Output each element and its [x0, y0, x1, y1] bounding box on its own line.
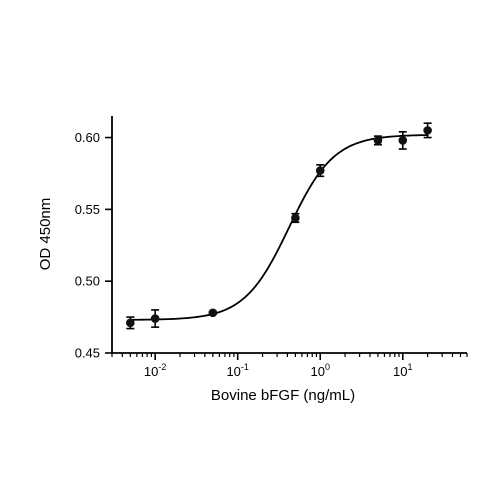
x-tick-label-base: 10	[226, 364, 240, 379]
data-point-group	[126, 316, 135, 330]
data-points	[126, 122, 432, 330]
x-tick-label-base: 10	[310, 364, 324, 379]
y-axis: 0.45 0.50 0.55 0.60	[75, 116, 113, 361]
data-point	[291, 213, 300, 223]
data-point-group	[291, 212, 300, 224]
y-tick-label: 0.45	[75, 346, 100, 361]
x-axis-title: Bovine bFGF (ng/mL)	[211, 387, 355, 404]
x-tick-label: 101	[393, 362, 412, 379]
x-tick-label-exponent: 0	[325, 362, 330, 372]
x-axis: 10-2 10-1 100 101	[112, 352, 467, 379]
data-point	[150, 314, 160, 323]
data-point-group	[208, 308, 218, 318]
y-tick-label: 0.60	[75, 130, 100, 145]
y-tick-label: 0.50	[75, 274, 100, 289]
data-point	[373, 136, 383, 145]
x-tick-label-exponent: -1	[241, 362, 249, 372]
data-point-group	[398, 131, 408, 150]
y-tick-label: 0.55	[75, 202, 100, 217]
data-point	[423, 126, 432, 135]
data-point	[315, 166, 325, 175]
x-tick-label: 10-2	[144, 362, 166, 379]
data-point	[208, 308, 218, 318]
x-tick-label: 10-1	[226, 362, 248, 379]
data-point-group	[423, 122, 432, 139]
x-tick-label-base: 10	[393, 364, 407, 379]
y-axis-title: OD 450nm	[37, 198, 54, 271]
data-point-group	[315, 164, 325, 178]
fit-curve	[130, 134, 428, 321]
x-tick-label-exponent: -2	[158, 362, 166, 372]
data-point	[126, 318, 135, 328]
data-point-group	[150, 309, 160, 328]
x-tick-label: 100	[310, 362, 329, 379]
x-tick-label-exponent: 1	[407, 362, 412, 372]
data-point	[398, 136, 408, 145]
x-tick-label-base: 10	[144, 364, 158, 379]
data-point-group	[373, 135, 383, 146]
